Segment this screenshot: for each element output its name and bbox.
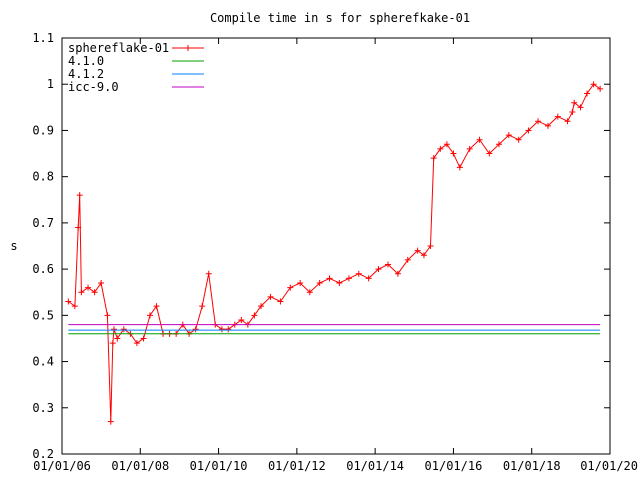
x-tick-label: 01/01/20 — [580, 459, 638, 473]
data-point — [238, 316, 245, 323]
data-point — [326, 275, 333, 282]
x-tick-label: 01/01/12 — [268, 459, 326, 473]
data-point — [120, 326, 127, 333]
data-point — [515, 136, 522, 143]
y-tick-label: 0.9 — [32, 123, 54, 137]
data-point — [75, 224, 82, 231]
data-point — [140, 335, 147, 342]
plot-area — [65, 81, 604, 425]
data-point — [199, 303, 206, 310]
data-point — [476, 136, 483, 143]
data-point — [114, 335, 121, 342]
x-tick-label: 01/01/10 — [190, 459, 248, 473]
data-point — [564, 118, 571, 125]
data-point — [535, 118, 542, 125]
data-point — [306, 289, 313, 296]
data-point — [345, 275, 352, 282]
data-point — [287, 284, 294, 291]
data-point — [385, 261, 392, 268]
data-point — [375, 266, 382, 273]
data-point — [437, 145, 444, 152]
data-point — [466, 145, 473, 152]
data-point — [107, 418, 114, 425]
data-point — [71, 303, 78, 310]
data-point — [554, 113, 561, 120]
y-tick-label: 0.3 — [32, 401, 54, 415]
y-tick-label: 0.2 — [32, 447, 54, 461]
data-point — [355, 270, 362, 277]
data-point — [420, 252, 427, 259]
y-tick-label: 0.6 — [32, 262, 54, 276]
data-point — [76, 192, 83, 199]
data-point — [297, 279, 304, 286]
y-tick-label: 0.8 — [32, 170, 54, 184]
data-point — [404, 256, 411, 263]
legend-label: 4.1.0 — [68, 54, 104, 68]
data-point — [153, 303, 160, 310]
x-tick-label: 01/01/14 — [346, 459, 404, 473]
y-tick-label: 0.5 — [32, 308, 54, 322]
y-tick-label: 0.4 — [32, 355, 54, 369]
data-point — [414, 247, 421, 254]
data-point — [577, 104, 584, 111]
data-point — [91, 289, 98, 296]
y-axis: 0.2 0.3 0.4 0.5 0.6 0.7 0.8 0.9 1 1.1 — [32, 31, 610, 461]
chart-title: Compile time in s for spherefkake-01 — [210, 11, 470, 25]
data-point — [456, 164, 463, 171]
y-axis-label: s — [10, 239, 17, 253]
data-point — [316, 279, 323, 286]
legend-label: 4.1.2 — [68, 67, 104, 81]
data-point — [336, 279, 343, 286]
series-line-0 — [68, 83, 601, 422]
data-point — [110, 326, 117, 333]
data-point — [495, 141, 502, 148]
data-point — [569, 108, 576, 115]
y-tick-label: 1.1 — [32, 31, 54, 45]
data-point — [394, 270, 401, 277]
data-point — [98, 279, 105, 286]
data-point — [258, 303, 265, 310]
x-tick-label: 01/01/06 — [33, 459, 91, 473]
legend-label: icc-9.0 — [68, 80, 119, 94]
data-point — [251, 312, 258, 319]
data-point — [104, 312, 111, 319]
data-point — [590, 81, 597, 88]
data-point — [443, 141, 450, 148]
legend-label: sphereflake-01 — [68, 41, 169, 55]
x-tick-label: 01/01/08 — [111, 459, 169, 473]
x-tick-label: 01/01/16 — [425, 459, 483, 473]
data-point — [146, 312, 153, 319]
data-point — [525, 127, 532, 134]
data-point — [427, 243, 434, 249]
data-point — [277, 298, 284, 305]
y-tick-label: 0.7 — [32, 216, 54, 230]
data-point — [205, 270, 212, 277]
data-point — [85, 284, 92, 291]
data-point — [544, 122, 551, 129]
plot-frame — [61, 37, 611, 455]
data-point — [597, 85, 604, 92]
data-point — [225, 326, 232, 333]
data-point — [133, 340, 140, 347]
data-point — [430, 155, 437, 162]
data-point — [450, 150, 457, 157]
x-axis: 01/01/06 01/01/08 01/01/10 01/01/12 01/01/14… — [33, 38, 638, 473]
data-point — [192, 326, 199, 333]
data-point — [365, 275, 372, 282]
legend-marker — [185, 45, 191, 51]
data-point — [505, 132, 512, 139]
data-point — [218, 326, 225, 333]
data-point — [78, 289, 85, 296]
data-point — [571, 99, 578, 106]
x-tick-label: 01/01/18 — [503, 459, 561, 473]
data-point — [109, 340, 116, 347]
data-point — [65, 298, 72, 305]
data-point — [486, 150, 493, 157]
data-point — [584, 90, 591, 97]
y-tick-label: 1 — [47, 77, 54, 91]
data-point — [267, 293, 274, 300]
